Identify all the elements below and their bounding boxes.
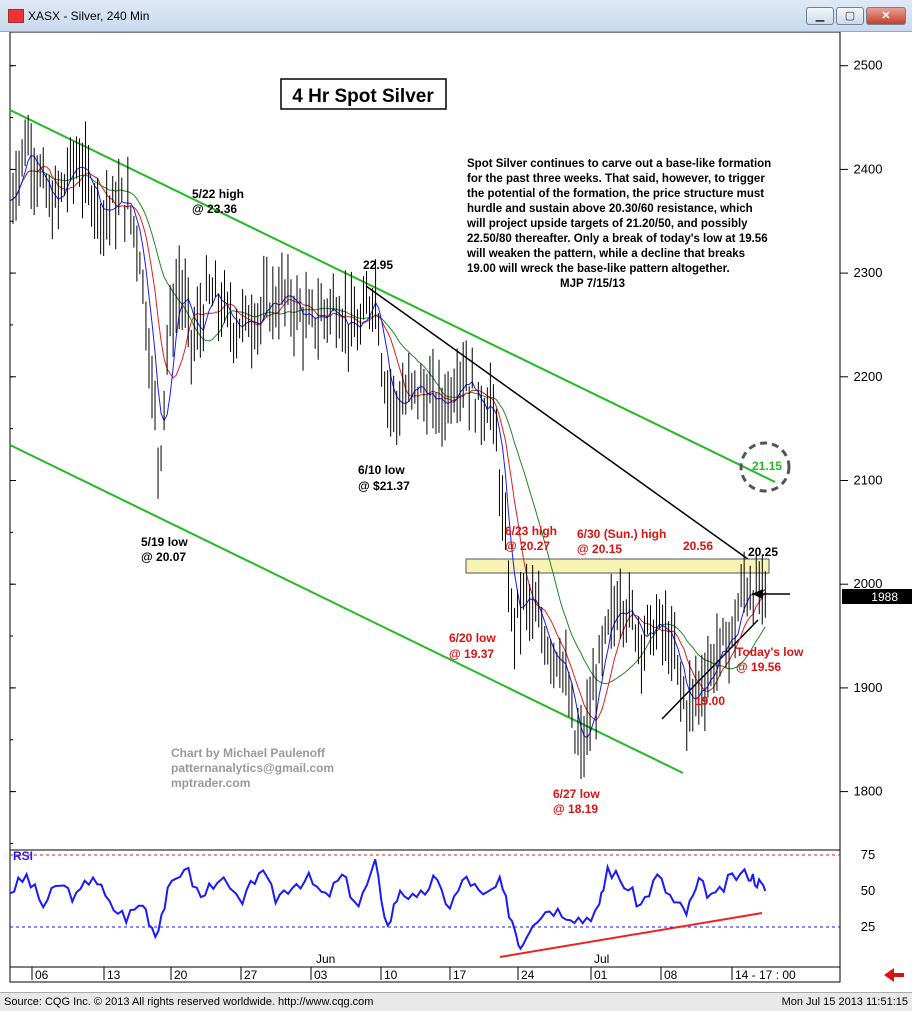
- status-timestamp: Mon Jul 15 2013 11:51:15: [781, 996, 908, 1008]
- chart-area: 1800 1900 2000 2100 2200 2300 2400 2500 06 13 20 2…: [0, 31, 912, 992]
- target-label: 21.15: [752, 459, 782, 473]
- status-bar: Source: CQG Inc. © 2013 All rights reser…: [0, 992, 912, 1011]
- commentary-block: Spot Silver continues to carve out a bas…: [466, 158, 771, 290]
- commentary-line: the potential of the formation, the pric…: [467, 188, 764, 200]
- annotation-627-low: 6/27 low: [553, 787, 600, 801]
- chart-title: 4 Hr Spot Silver: [292, 86, 434, 107]
- target-circle: [739, 441, 791, 493]
- window-titlebar: XASX - Silver, 240 Min ▁ ▢ ✕: [0, 0, 912, 32]
- x-tick-label: 24: [521, 968, 535, 982]
- y-tick-label: 2500: [854, 58, 883, 73]
- maximize-button[interactable]: ▢: [836, 7, 864, 25]
- resistance-zone-box: [465, 558, 770, 574]
- commentary-line: will weaken the pattern, while a decline…: [466, 248, 745, 260]
- long-moving-average: [9, 170, 766, 685]
- y-tick-label: 2400: [854, 161, 883, 176]
- annotation-610-low: 6/10 low: [358, 463, 405, 477]
- y-tick-label: 2000: [854, 576, 883, 591]
- annotation-519-low-value: @ 20.07: [141, 550, 186, 564]
- rsi-label: RSI: [13, 849, 33, 863]
- lower-channel-line: [9, 444, 684, 774]
- annotation-2295: 22.95: [363, 258, 393, 272]
- rsi-level-lines: 75 50 25: [10, 847, 875, 934]
- annotation-522-high: 5/22 high: [192, 187, 244, 201]
- x-tick-label: 13: [107, 968, 121, 982]
- x-tick-label: 01: [594, 968, 608, 982]
- upper-channel-line: [9, 109, 776, 483]
- commentary-line: hurdle and sustain above 20.30/60 resist…: [467, 203, 753, 215]
- minimize-button[interactable]: ▁: [806, 7, 834, 25]
- resistance-trendline: [365, 285, 753, 563]
- annotation-2025: 20.25: [748, 545, 778, 559]
- support-trendline: [661, 619, 759, 720]
- annotation-627-low-value: @ 18.19: [553, 802, 598, 816]
- last-price-value: 1988: [871, 590, 898, 604]
- commentary-line: will project upside targets of 21.20/50,…: [466, 218, 748, 230]
- x-month-label: Jun: [316, 952, 335, 966]
- rsi-tick-label: 25: [861, 919, 875, 934]
- x-month-label: Jul: [594, 952, 609, 966]
- annotation-today-low: Today's low: [736, 645, 804, 659]
- annotation-610-low-value: @ $21.37: [358, 479, 410, 493]
- annotation-522-high-value: @ 23.36: [192, 202, 237, 216]
- commentary-line: for the past three weeks. That said, how…: [467, 173, 765, 185]
- y-tick-label: 2200: [854, 369, 883, 384]
- app-chart-icon: [8, 9, 24, 23]
- y-tick-label: 2100: [854, 473, 883, 488]
- chart-canvas: 1800 1900 2000 2100 2200 2300 2400 2500 06 13 20 2…: [9, 31, 912, 983]
- annotation-1900: 19.00: [695, 694, 725, 708]
- x-tick-label: 17: [453, 968, 467, 982]
- annotation-630-high: 6/30 (Sun.) high: [577, 527, 666, 541]
- commentary-line: Spot Silver continues to carve out a bas…: [467, 158, 771, 170]
- rsi-trendline: [499, 912, 763, 958]
- x-axis-ticks: 06 13 20 27 03 10 17 24 01 08 14 - 17 : 00 Jun Jul: [31, 952, 796, 982]
- rsi-tick-label: 50: [861, 883, 875, 898]
- rsi-panel-frame: [9, 849, 841, 968]
- price-bars: [9, 114, 766, 779]
- credit-site: mptrader.com: [171, 776, 250, 790]
- status-source: Source: CQG Inc. © 2013 All rights reser…: [4, 996, 374, 1008]
- annotation-623-high-value: @ 20.27: [505, 539, 550, 553]
- price-panel-frame: [9, 31, 841, 851]
- credit-author: Chart by Michael Paulenoff: [171, 746, 326, 760]
- x-tick-label: 20: [174, 968, 188, 982]
- mid-moving-average: [9, 165, 766, 722]
- x-axis-strip: [9, 966, 841, 983]
- commentary-signature: MJP 7/15/13: [560, 278, 625, 290]
- annotation-620-low: 6/20 low: [449, 631, 496, 645]
- y-tick-label: 1900: [854, 680, 883, 695]
- annotation-519-low: 5/19 low: [141, 535, 188, 549]
- rsi-line: [9, 858, 767, 951]
- y-tick-label: 1800: [854, 784, 883, 799]
- scroll-left-icon[interactable]: [884, 968, 904, 982]
- window-title: XASX - Silver, 240 Min: [28, 9, 150, 23]
- x-tick-label: 14 - 17 : 00: [735, 968, 796, 982]
- close-button[interactable]: ✕: [866, 7, 906, 25]
- x-tick-label: 06: [35, 968, 49, 982]
- y-axis-ticks: 1800 1900 2000 2100 2200 2300 2400 2500: [10, 58, 882, 844]
- rsi-tick-label: 75: [861, 847, 875, 862]
- arrow-head-icon: [752, 589, 763, 599]
- commentary-line: 19.00 will wreck the base-like pattern a…: [467, 263, 730, 275]
- annotation-2056: 20.56: [683, 539, 713, 553]
- x-tick-label: 27: [244, 968, 258, 982]
- commentary-line: 22.50/80 thereafter. Only a break of tod…: [467, 233, 768, 245]
- annotation-623-high: 6/23 high: [505, 524, 557, 538]
- y-tick-label: 2300: [854, 265, 883, 280]
- chart-title-box: [280, 78, 447, 110]
- annotation-620-low-value: @ 19.37: [449, 647, 494, 661]
- annotation-today-low-value: @ 19.56: [736, 660, 781, 674]
- short-moving-average: [9, 155, 766, 739]
- credit-email: patternanalytics@gmail.com: [171, 761, 334, 775]
- x-tick-label: 08: [664, 968, 678, 982]
- x-tick-label: 10: [384, 968, 398, 982]
- x-tick-label: 03: [314, 968, 328, 982]
- annotation-630-high-value: @ 20.15: [577, 542, 622, 556]
- last-price-tag: [842, 589, 912, 604]
